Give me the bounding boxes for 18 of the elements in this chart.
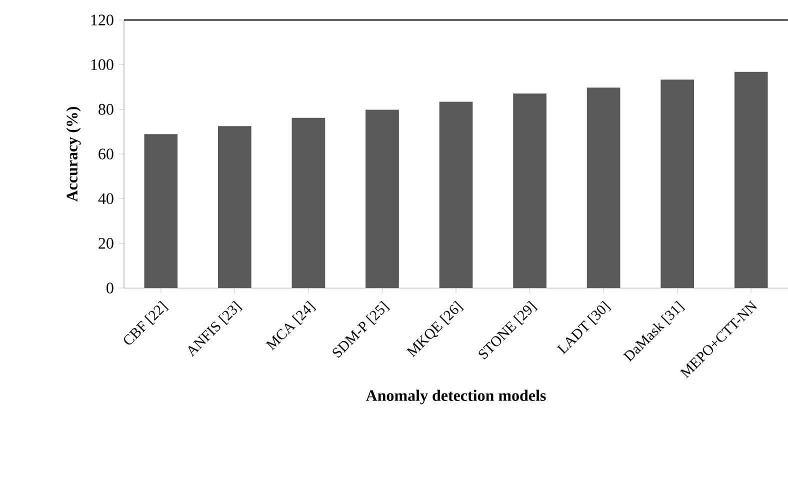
bar [366, 110, 399, 288]
y-tick-label: 60 [98, 148, 114, 160]
y-tick-label: 80 [98, 104, 114, 115]
y-tick-label: 20 [98, 238, 114, 249]
y-axis-title: Accuracy (%) [66, 106, 81, 202]
bar [439, 102, 473, 288]
y-tick-label: 100 [91, 59, 114, 70]
bar [218, 126, 252, 288]
y-tick-label: 0 [106, 282, 114, 294]
bar [513, 93, 546, 288]
bar [144, 134, 178, 288]
x-axis-title: Anomaly detection models [366, 390, 546, 404]
bar [660, 80, 694, 288]
y-tick-label: 120 [91, 14, 114, 26]
bar [292, 118, 326, 288]
bar [586, 88, 620, 288]
bar [734, 72, 768, 288]
y-tick-label: 40 [98, 193, 114, 204]
